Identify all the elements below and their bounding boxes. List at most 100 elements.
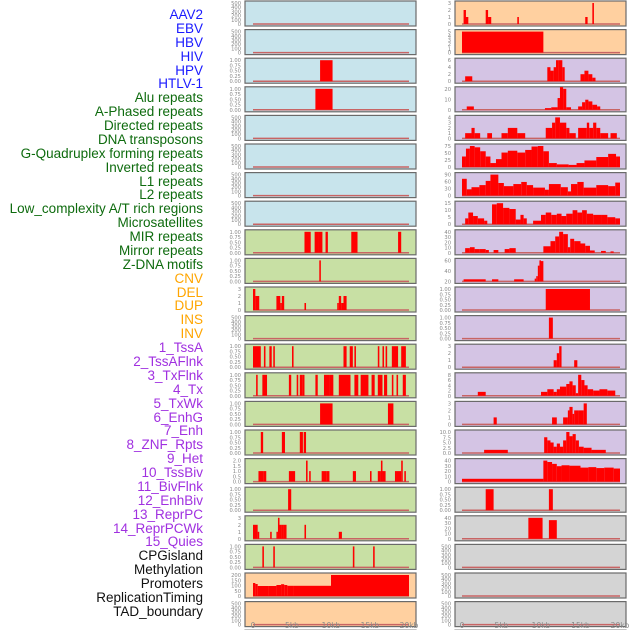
y-tick-label: 1.00 <box>229 258 241 264</box>
data-bar <box>273 346 275 368</box>
data-bar <box>469 146 475 167</box>
data-bar <box>485 250 489 253</box>
y-tick-label: 0.25 <box>229 74 241 80</box>
y-tick-label: 0.50 <box>229 412 241 418</box>
data-bar <box>488 17 492 24</box>
data-bar <box>255 584 258 596</box>
data-bar <box>284 585 288 596</box>
track-label: CPGisland <box>138 548 203 564</box>
x-tick-label: 20kb <box>400 621 419 630</box>
data-bar <box>604 467 614 482</box>
data-bar <box>601 250 606 253</box>
data-bar <box>462 31 544 53</box>
data-bar <box>288 489 292 511</box>
data-bar <box>525 149 532 167</box>
data-bar <box>597 106 601 110</box>
data-bar <box>338 531 342 539</box>
data-bar <box>492 204 497 225</box>
y-tick-label: 200 <box>231 14 241 20</box>
data-bar <box>484 449 508 453</box>
data-bar <box>552 122 556 139</box>
track-label: L2 repeats <box>139 187 203 203</box>
data-bar <box>323 374 330 396</box>
track-label: AAV2 <box>169 7 203 22</box>
y-tick-label: 0.50 <box>229 555 241 561</box>
data-bar <box>351 231 358 253</box>
y-tick-label: 500 <box>231 30 241 36</box>
data-bar <box>592 104 598 110</box>
data-bar <box>352 471 356 482</box>
track-panel-left: 1.000.750.500.250.00 <box>229 429 417 457</box>
data-bar <box>253 524 258 539</box>
data-bar <box>326 471 330 482</box>
track-label: DNA transposons <box>97 131 203 147</box>
data-bar <box>287 585 294 596</box>
track-panel-left: 1.000.750.500.250.00 <box>229 486 417 514</box>
data-bar <box>276 531 278 539</box>
data-bar <box>474 249 480 253</box>
data-bar <box>270 531 272 539</box>
y-tick-label: 1 <box>448 46 451 52</box>
data-bar <box>608 186 616 196</box>
data-bar <box>545 212 552 225</box>
y-tick-label: 0.50 <box>229 269 241 275</box>
data-bar <box>531 146 538 167</box>
data-bar <box>473 216 478 225</box>
y-tick-label: 0 <box>448 394 451 400</box>
data-bar <box>583 447 592 453</box>
y-tick-label: 0.5 <box>233 474 241 480</box>
data-bar <box>462 156 466 167</box>
data-bar <box>578 106 583 110</box>
panel-background <box>244 143 417 170</box>
y-tick-label: 40 <box>444 516 451 522</box>
data-bar <box>309 471 311 482</box>
data-bar <box>257 531 260 539</box>
y-tick-label: 25 <box>444 158 451 164</box>
data-bar <box>547 389 554 396</box>
data-bar <box>485 156 491 167</box>
data-bar <box>277 517 280 539</box>
y-tick-label: 0 <box>448 51 451 57</box>
data-bar <box>586 122 590 139</box>
data-bar <box>354 374 359 396</box>
track-panel-left: 1.000.750.500.250.00 <box>229 86 417 114</box>
data-bar <box>572 210 578 225</box>
y-tick-label: 1.00 <box>229 401 241 407</box>
y-tick-label: 300 <box>231 181 241 187</box>
y-tick-label: 4 <box>448 34 452 40</box>
panel-background <box>244 229 417 256</box>
panel-background <box>454 600 627 628</box>
data-bar <box>596 468 605 482</box>
y-tick-label: 2 <box>238 294 241 300</box>
data-bar <box>269 346 272 368</box>
data-bar <box>262 546 264 568</box>
data-bar <box>551 107 558 110</box>
y-tick-label: 0 <box>448 251 451 257</box>
data-bar <box>253 289 256 310</box>
data-bar <box>569 133 576 139</box>
panel-background <box>244 29 417 56</box>
y-tick-label: 15 <box>444 201 451 207</box>
y-tick-label: 100 <box>231 218 241 224</box>
y-tick-label: 2 <box>448 8 451 14</box>
data-bar <box>567 247 571 253</box>
y-tick-label: 30 <box>444 187 451 193</box>
y-tick-label: 0.50 <box>229 240 241 246</box>
data-bar <box>338 374 351 396</box>
data-bar <box>583 187 597 196</box>
data-bar <box>586 213 594 225</box>
y-tick-label: 6 <box>448 378 451 384</box>
y-tick-label: 4 <box>448 65 452 71</box>
y-tick-label: 200 <box>441 557 451 563</box>
y-tick-label: 0 <box>448 537 451 543</box>
panel-background <box>454 543 627 571</box>
data-bar <box>354 346 356 368</box>
